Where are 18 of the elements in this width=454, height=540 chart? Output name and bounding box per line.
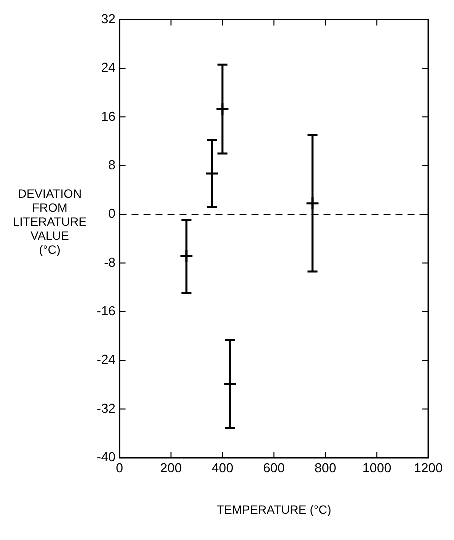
- y-tick-label: 8: [108, 157, 116, 172]
- y-tick-label: 0: [108, 206, 116, 222]
- x-tick-label: 1000: [362, 460, 392, 476]
- x-tick-label: 600: [263, 460, 286, 476]
- y-tick-label: -40: [96, 450, 116, 465]
- y-tick-label: -16: [96, 304, 116, 319]
- y-tick-label: 24: [101, 60, 116, 76]
- x-axis-title: TEMPERATURE (°C): [216, 503, 332, 518]
- y-tick-label: 16: [101, 108, 116, 124]
- x-tick-label: 200: [160, 460, 182, 476]
- x-tick-label: 400: [212, 460, 234, 476]
- y-tick-label: 32: [101, 11, 116, 26]
- y-tick-label: -8: [104, 254, 116, 270]
- y-axis-title: DEVIATION FROM LITERATURE VALUE (°C): [13, 186, 87, 257]
- y-tick-label: -24: [96, 352, 116, 368]
- y-tick-label: -32: [96, 400, 116, 416]
- x-tick-label: 1200: [414, 460, 443, 476]
- x-tick-label: 800: [314, 460, 336, 476]
